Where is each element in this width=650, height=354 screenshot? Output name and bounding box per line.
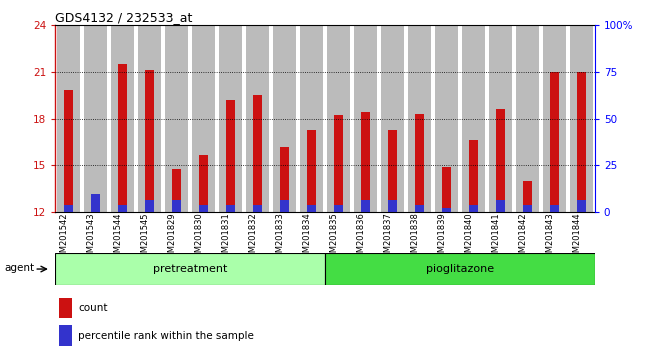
Text: percentile rank within the sample: percentile rank within the sample xyxy=(78,331,254,341)
Bar xyxy=(64,90,73,212)
Text: GSM201840: GSM201840 xyxy=(464,212,473,263)
Bar xyxy=(462,25,485,212)
Bar xyxy=(280,200,289,212)
Text: GSM201841: GSM201841 xyxy=(491,212,500,263)
Bar xyxy=(307,205,317,212)
Bar xyxy=(469,205,478,212)
Text: GDS4132 / 232533_at: GDS4132 / 232533_at xyxy=(55,11,192,24)
Bar xyxy=(165,25,188,212)
Text: GSM201542: GSM201542 xyxy=(60,212,69,263)
Bar xyxy=(118,205,127,212)
Bar xyxy=(387,200,397,212)
Bar xyxy=(58,298,72,318)
Bar xyxy=(381,25,404,212)
Bar xyxy=(469,141,478,212)
Bar xyxy=(307,130,317,212)
Text: pretreatment: pretreatment xyxy=(153,264,228,274)
Bar xyxy=(516,25,539,212)
Bar xyxy=(441,208,451,212)
Bar xyxy=(64,205,73,212)
Bar xyxy=(361,200,370,212)
Bar xyxy=(489,25,512,212)
Bar xyxy=(415,114,424,212)
Bar xyxy=(138,25,161,212)
Text: GSM201836: GSM201836 xyxy=(356,212,365,263)
Bar xyxy=(226,205,235,212)
Bar xyxy=(300,25,323,212)
Bar xyxy=(172,169,181,212)
Bar xyxy=(145,200,155,212)
Bar xyxy=(253,205,263,212)
Text: GSM201842: GSM201842 xyxy=(518,212,527,263)
Bar xyxy=(91,211,101,212)
Bar xyxy=(333,205,343,212)
Bar xyxy=(354,25,377,212)
Text: GSM201831: GSM201831 xyxy=(222,212,231,263)
Bar xyxy=(55,253,325,285)
Bar xyxy=(387,130,397,212)
Bar xyxy=(495,109,505,212)
Bar xyxy=(192,25,215,212)
Bar xyxy=(543,25,566,212)
Text: GSM201844: GSM201844 xyxy=(572,212,581,263)
Bar xyxy=(172,200,181,212)
Bar xyxy=(57,25,80,212)
Bar xyxy=(333,115,343,212)
Text: GSM201829: GSM201829 xyxy=(168,212,177,263)
Bar xyxy=(219,25,242,212)
Text: GSM201837: GSM201837 xyxy=(384,212,393,263)
Text: GSM201543: GSM201543 xyxy=(86,212,96,263)
Text: GSM201544: GSM201544 xyxy=(114,212,123,263)
Bar xyxy=(226,100,235,212)
Bar xyxy=(523,181,532,212)
Text: GSM201833: GSM201833 xyxy=(276,212,285,263)
Text: count: count xyxy=(78,303,107,313)
Bar xyxy=(273,25,296,212)
Text: GSM201545: GSM201545 xyxy=(140,212,150,263)
Bar xyxy=(495,200,505,212)
Bar xyxy=(246,25,269,212)
Bar xyxy=(199,155,209,212)
Bar xyxy=(118,64,127,212)
Bar xyxy=(361,112,370,212)
Bar xyxy=(523,205,532,212)
Bar xyxy=(327,25,350,212)
Bar xyxy=(415,205,424,212)
Bar xyxy=(84,25,107,212)
Bar xyxy=(549,72,559,212)
Bar xyxy=(570,25,593,212)
Bar xyxy=(435,25,458,212)
Bar xyxy=(145,70,155,212)
Text: GSM201838: GSM201838 xyxy=(410,212,419,263)
Text: GSM201832: GSM201832 xyxy=(248,212,257,263)
Bar xyxy=(577,72,586,212)
Bar xyxy=(549,205,559,212)
Bar xyxy=(91,194,101,212)
Bar xyxy=(280,147,289,212)
Text: GSM201835: GSM201835 xyxy=(330,212,339,263)
Text: GSM201834: GSM201834 xyxy=(302,212,311,263)
Text: pioglitazone: pioglitazone xyxy=(426,264,494,274)
Bar xyxy=(253,95,263,212)
Bar xyxy=(111,25,134,212)
Bar xyxy=(577,200,586,212)
Bar xyxy=(441,167,451,212)
Bar xyxy=(199,205,209,212)
Bar xyxy=(408,25,431,212)
Bar xyxy=(325,253,595,285)
Text: GSM201839: GSM201839 xyxy=(437,212,447,263)
Text: GSM201843: GSM201843 xyxy=(545,212,554,263)
Text: agent: agent xyxy=(5,263,34,273)
Bar xyxy=(58,325,72,346)
Text: GSM201830: GSM201830 xyxy=(194,212,203,263)
